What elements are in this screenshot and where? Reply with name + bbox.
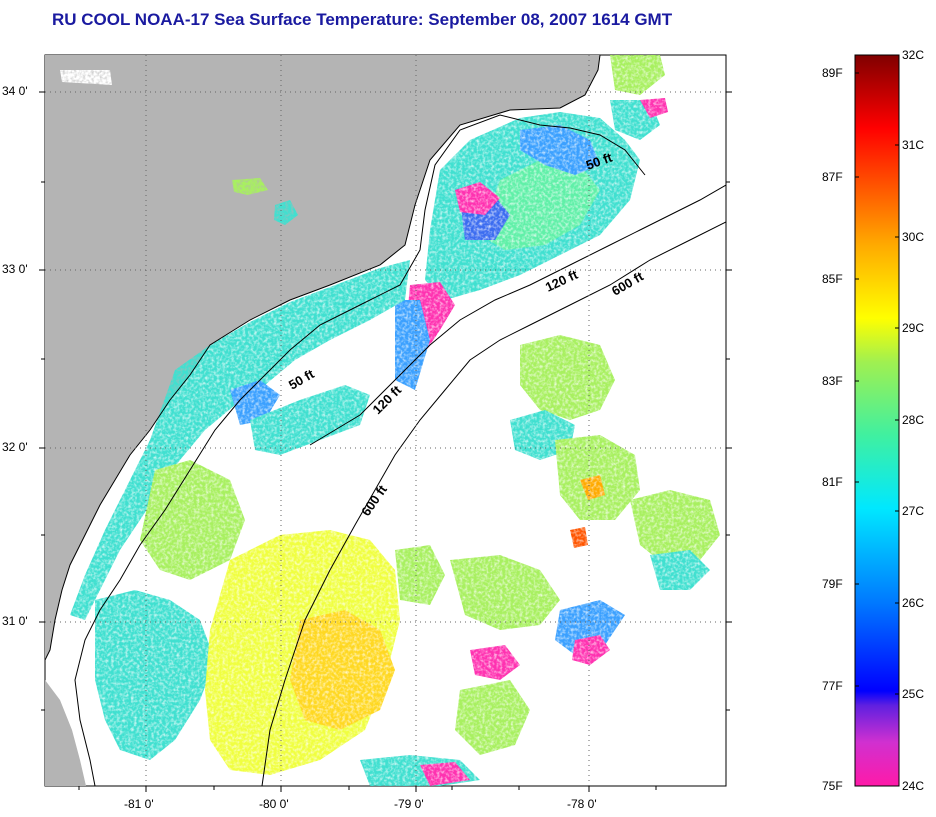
colorbar-label-77f: 77F bbox=[822, 679, 843, 693]
colorbar-label-79f: 79F bbox=[822, 577, 843, 591]
land-area bbox=[45, 55, 600, 660]
colorbar-label-27c: 27C bbox=[902, 504, 925, 518]
frame-ticks bbox=[39, 91, 732, 792]
colorbar-label-89f: 89F bbox=[822, 66, 843, 80]
lon-label-81: -81 0' bbox=[124, 797, 154, 811]
colorbar-label-75f: 75F bbox=[822, 779, 843, 793]
isobath-120ft bbox=[309, 184, 726, 446]
colorbar-ticks bbox=[855, 72, 899, 695]
map-title: RU COOL NOAA-17 Sea Surface Temperature:… bbox=[52, 10, 673, 29]
lat-label-32: 32 0' bbox=[2, 440, 28, 454]
colorbar-label-25c: 25C bbox=[902, 687, 925, 701]
colorbar-label-26c: 26C bbox=[902, 596, 925, 610]
lon-label-80: -80 0' bbox=[259, 797, 289, 811]
lat-label-34: 34 0' bbox=[2, 84, 28, 98]
colorbar-label-81f: 81F bbox=[822, 475, 843, 489]
colorbar-label-29c: 29C bbox=[902, 321, 925, 335]
colorbar bbox=[854, 54, 900, 787]
land-area-south bbox=[45, 680, 86, 786]
sst-patches bbox=[60, 55, 720, 786]
colorbar-label-28c: 28C bbox=[902, 413, 925, 427]
lon-label-79: -79 0' bbox=[394, 797, 424, 811]
coastline bbox=[45, 55, 601, 661]
colorbar-label-24c: 24C bbox=[902, 779, 925, 793]
colorbar-label-85f: 85F bbox=[822, 272, 843, 286]
colorbar-label-87f: 87F bbox=[822, 170, 843, 184]
lat-label-33: 33 0' bbox=[2, 262, 28, 276]
isobath-50ft bbox=[74, 114, 646, 786]
colorbar-label-83f: 83F bbox=[822, 374, 843, 388]
colorbar-label-32c: 32C bbox=[902, 48, 925, 62]
lat-label-31: 31 0' bbox=[2, 614, 28, 628]
colorbar-label-30c: 30C bbox=[902, 230, 925, 244]
colorbar-label-31c: 31C bbox=[902, 138, 925, 152]
graticule bbox=[45, 55, 726, 786]
isobath-600ft bbox=[261, 221, 726, 786]
lon-label-78: -78 0' bbox=[567, 797, 597, 811]
